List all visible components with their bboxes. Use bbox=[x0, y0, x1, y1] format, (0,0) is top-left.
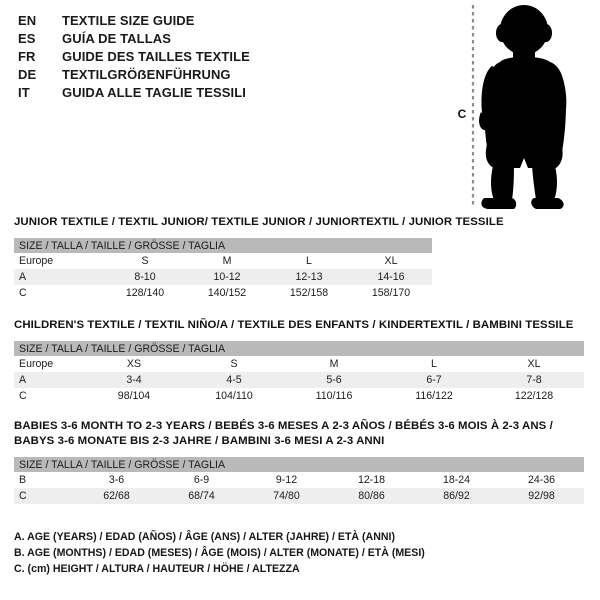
cell: 92/98 bbox=[499, 488, 585, 504]
cell: 3-4 bbox=[84, 372, 184, 388]
legend-line-b: B. AGE (MONTHS) / EDAD (MESES) / ÂGE (MO… bbox=[14, 547, 425, 559]
table-row: C 98/104 104/110 110/116 116/122 122/128 bbox=[14, 388, 584, 404]
language-row: DE TEXTILGRÖẞENFÜHRUNG bbox=[18, 67, 438, 85]
row-header: Europe bbox=[19, 255, 54, 267]
cell: 140/152 bbox=[207, 287, 247, 299]
cell: 158/170 bbox=[371, 287, 411, 299]
cell: 98/104 bbox=[117, 390, 151, 402]
cell: 12-18 bbox=[357, 474, 386, 486]
silhouette-shape bbox=[479, 5, 567, 209]
cell: XL bbox=[384, 255, 398, 267]
table-row: Europe S M L XL bbox=[14, 253, 432, 269]
cell: 24-36 bbox=[527, 474, 556, 486]
language-row: EN TEXTILE SIZE GUIDE bbox=[18, 13, 438, 31]
child-silhouette-icon bbox=[471, 5, 567, 209]
row-header: C bbox=[19, 390, 27, 402]
cell: M bbox=[222, 255, 232, 267]
cell: 122/128 bbox=[514, 390, 554, 402]
language-code: DE bbox=[18, 67, 37, 82]
row-header: B bbox=[19, 474, 27, 486]
language-row: ES GUÍA DE TALLAS bbox=[18, 31, 438, 49]
table-row: A 3-4 4-5 5-6 6-7 7-8 bbox=[14, 372, 585, 388]
cell: 68/74 bbox=[159, 488, 244, 504]
band-label: SIZE / TALLA / TAILLE / GRÖSSE / TAGLIA bbox=[14, 457, 585, 472]
language-title: TEXTILGRÖẞENFÜHRUNG bbox=[62, 67, 231, 82]
cell: S bbox=[230, 358, 238, 370]
legend-block: A. AGE (YEARS) / EDAD (AÑOS) / ÂGE (ANS)… bbox=[14, 529, 534, 577]
cell: 6-7 bbox=[384, 372, 484, 388]
table-row: B 3-6 6-9 9-12 12-18 18-24 24-36 bbox=[14, 472, 584, 488]
cell: 4-5 bbox=[184, 372, 284, 388]
cell: S bbox=[141, 255, 149, 267]
section-title: CHILDREN'S TEXTILE / TEXTIL NIÑO/A / TEX… bbox=[14, 319, 574, 331]
cell: 152/158 bbox=[289, 287, 329, 299]
language-title: GUÍA DE TALLAS bbox=[62, 31, 172, 46]
cell: 14-16 bbox=[350, 269, 433, 285]
table-row: C 128/140 140/152 152/158 158/170 bbox=[14, 285, 432, 301]
table-row: Europe XS S M L XL bbox=[14, 356, 584, 372]
language-code: IT bbox=[18, 85, 30, 100]
cell: 9-12 bbox=[275, 474, 298, 486]
language-code: ES bbox=[18, 31, 36, 46]
cell: 80/86 bbox=[329, 488, 414, 504]
language-code: EN bbox=[18, 13, 37, 28]
junior-size-table: SIZE / TALLA / TAILLE / GRÖSSE / TAGLIA … bbox=[14, 238, 433, 301]
language-row: IT GUIDA ALLE TAGLIE TESSILI bbox=[18, 85, 438, 103]
cell: L bbox=[306, 255, 312, 267]
row-header: A bbox=[14, 372, 84, 388]
table-row: C 62/68 68/74 74/80 80/86 86/92 92/98 bbox=[14, 488, 585, 504]
cell: 8-10 bbox=[104, 269, 186, 285]
legend-line-a: A. AGE (YEARS) / EDAD (AÑOS) / ÂGE (ANS)… bbox=[14, 531, 395, 543]
cell: 5-6 bbox=[284, 372, 384, 388]
cell: 116/122 bbox=[415, 390, 453, 402]
language-title: TEXTILE SIZE GUIDE bbox=[62, 13, 195, 28]
band-label: SIZE / TALLA / TAILLE / GRÖSSE / TAGLIA bbox=[14, 238, 433, 253]
section-childrens-textile: CHILDREN'S TEXTILE / TEXTIL NIÑO/A / TEX… bbox=[14, 318, 585, 404]
babies-size-table: SIZE / TALLA / TAILLE / GRÖSSE / TAGLIA … bbox=[14, 457, 585, 504]
height-illustration: C bbox=[440, 0, 600, 212]
table-band-row: SIZE / TALLA / TAILLE / GRÖSSE / TAGLIA bbox=[14, 238, 433, 253]
cell: 86/92 bbox=[414, 488, 499, 504]
table-row: A 8-10 10-12 12-13 14-16 bbox=[14, 269, 433, 285]
section-junior-textile: JUNIOR TEXTILE / TEXTIL JUNIOR/ TEXTILE … bbox=[14, 215, 504, 301]
cell: 10-12 bbox=[186, 269, 268, 285]
language-title: GUIDA ALLE TAGLIE TESSILI bbox=[62, 85, 247, 100]
row-header: Europe bbox=[19, 358, 54, 370]
cell: 128/140 bbox=[125, 287, 165, 299]
cell: 12-13 bbox=[268, 269, 350, 285]
language-row: FR GUIDE DES TAILLES TEXTILE bbox=[18, 49, 438, 67]
children-size-table: SIZE / TALLA / TAILLE / GRÖSSE / TAGLIA … bbox=[14, 341, 585, 404]
cell: 6-9 bbox=[193, 474, 210, 486]
cell: 104/110 bbox=[215, 390, 253, 402]
section-title: JUNIOR TEXTILE / TEXTIL JUNIOR/ TEXTILE … bbox=[14, 216, 504, 228]
language-title: GUIDE DES TAILLES TEXTILE bbox=[62, 49, 250, 64]
cell: M bbox=[329, 358, 339, 370]
cell: 7-8 bbox=[484, 372, 585, 388]
cell: 62/68 bbox=[74, 488, 159, 504]
table-band-row: SIZE / TALLA / TAILLE / GRÖSSE / TAGLIA bbox=[14, 341, 585, 356]
band-label: SIZE / TALLA / TAILLE / GRÖSSE / TAGLIA bbox=[14, 341, 585, 356]
legend-line-c: C. (cm) HEIGHT / ALTURA / HAUTEUR / HÖHE… bbox=[14, 563, 300, 575]
row-header: C bbox=[19, 287, 27, 299]
row-header: C bbox=[14, 488, 74, 504]
height-label-c: C bbox=[457, 107, 467, 121]
section-title-line2: BABYS 3-6 MONATE BIS 2-3 JAHRE / BAMBINI… bbox=[14, 435, 385, 447]
section-title: BABIES 3-6 MONTH TO 2-3 YEARS / BEBÉS 3-… bbox=[14, 420, 553, 432]
language-title-block: EN TEXTILE SIZE GUIDE ES GUÍA DE TALLAS … bbox=[18, 13, 438, 103]
cell: XL bbox=[527, 358, 541, 370]
cell: 18-24 bbox=[442, 474, 471, 486]
language-code: FR bbox=[18, 49, 36, 64]
cell: 110/116 bbox=[315, 390, 353, 402]
table-band-row: SIZE / TALLA / TAILLE / GRÖSSE / TAGLIA bbox=[14, 457, 585, 472]
cell: XS bbox=[126, 358, 142, 370]
cell: 3-6 bbox=[108, 474, 125, 486]
row-header: A bbox=[14, 269, 104, 285]
cell: L bbox=[431, 358, 437, 370]
cell: 74/80 bbox=[244, 488, 329, 504]
section-babies-textile: BABIES 3-6 MONTH TO 2-3 YEARS / BEBÉS 3-… bbox=[14, 419, 585, 504]
